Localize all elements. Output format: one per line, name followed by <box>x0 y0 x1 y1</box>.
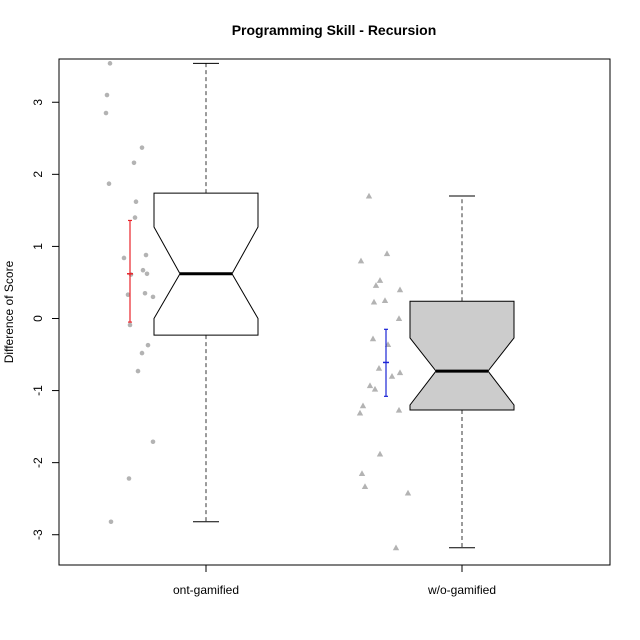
data-point <box>125 292 131 298</box>
chart-title: Programming Skill - Recursion <box>232 22 437 38</box>
data-point <box>392 544 400 551</box>
data-point <box>371 385 379 392</box>
data-point <box>131 160 137 166</box>
data-point <box>145 342 151 348</box>
plot-marks <box>103 61 515 551</box>
y-tick-label: -2 <box>31 457 45 468</box>
y-tick-label: 2 <box>31 171 45 178</box>
data-point <box>381 297 389 304</box>
y-axis-label: Difference of Score <box>2 260 16 363</box>
y-tick-label: -3 <box>31 529 45 540</box>
x-axis: ont-gamified w/o-gamified <box>173 565 496 597</box>
y-tick-label: -1 <box>31 385 45 396</box>
data-point <box>121 255 127 261</box>
y-tick-label: 3 <box>31 99 45 106</box>
x-tick-label: ont-gamified <box>173 583 239 597</box>
data-point <box>107 61 113 66</box>
data-point <box>140 267 146 273</box>
data-point <box>150 294 156 300</box>
data-point <box>369 335 377 342</box>
data-point <box>357 257 365 264</box>
data-point <box>376 277 384 283</box>
data-point <box>142 290 148 296</box>
data-point <box>139 145 145 150</box>
plot-frame <box>58 58 611 566</box>
data-point <box>356 409 364 416</box>
data-point <box>372 282 380 288</box>
data-point <box>366 382 374 389</box>
y-tick-label: 1 <box>31 243 45 250</box>
notched-box <box>409 300 515 411</box>
data-point <box>358 470 366 477</box>
data-point <box>135 368 141 374</box>
data-point <box>396 369 404 376</box>
data-point <box>108 519 114 525</box>
data-point <box>106 181 112 186</box>
data-point <box>126 476 132 481</box>
data-point <box>370 298 378 305</box>
data-point <box>132 215 138 220</box>
data-point <box>133 199 139 205</box>
y-axis: -3 -2 -1 0 1 2 3 <box>31 99 59 540</box>
notched-box <box>153 192 259 336</box>
data-point <box>361 483 369 489</box>
data-point <box>103 110 109 116</box>
y-tick-label: 0 <box>31 315 45 322</box>
data-point <box>383 250 391 257</box>
data-point <box>396 286 404 293</box>
data-point <box>395 406 403 413</box>
data-point <box>404 489 412 496</box>
data-point <box>104 92 110 98</box>
data-point <box>365 192 373 199</box>
x-tick-label: w/o-gamified <box>427 583 496 597</box>
data-point <box>375 365 383 371</box>
data-point <box>139 350 145 356</box>
data-point <box>359 402 367 409</box>
data-point <box>376 450 384 457</box>
data-point <box>150 439 156 445</box>
data-point <box>127 322 133 328</box>
data-point <box>144 271 150 277</box>
data-point <box>388 372 396 379</box>
data-point <box>395 315 403 322</box>
data-point <box>143 252 149 258</box>
